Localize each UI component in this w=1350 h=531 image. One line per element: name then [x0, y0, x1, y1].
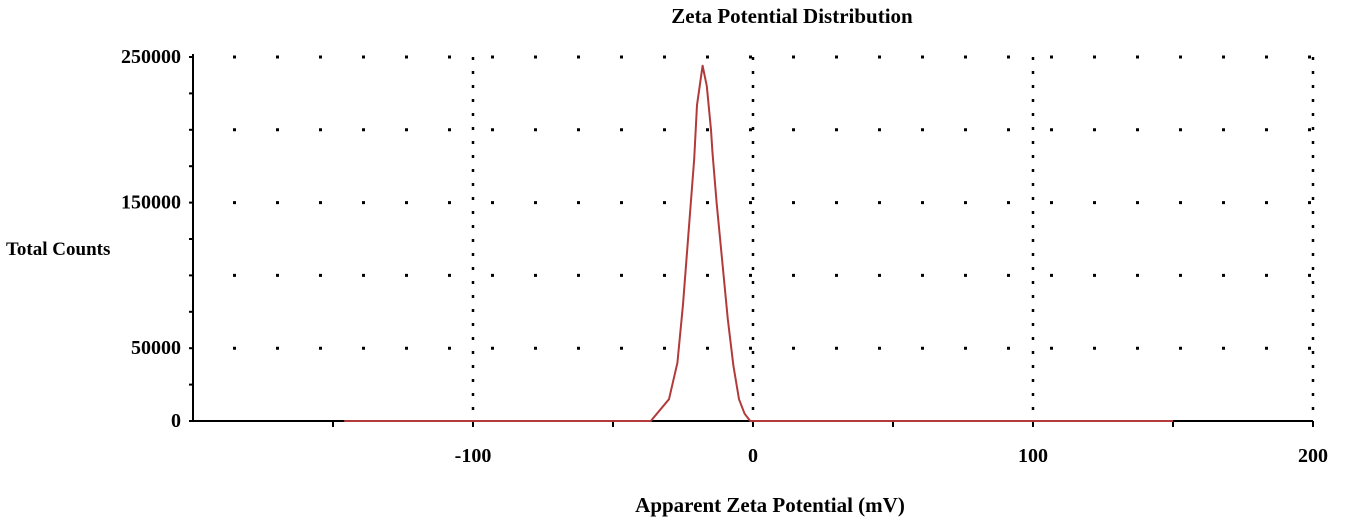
series-layer — [344, 64, 1173, 422]
x-tick-label: 200 — [1298, 445, 1328, 467]
y-tick-label: 250000 — [121, 46, 181, 68]
y-tick-label: 50000 — [131, 337, 181, 359]
y-tick-label: 150000 — [121, 192, 181, 214]
chart-title: Zeta Potential Distribution — [671, 4, 913, 28]
x-tick-label: -100 — [455, 445, 492, 467]
x-tick-label: 100 — [1018, 445, 1048, 467]
y-axis-label: Total Counts — [6, 239, 110, 260]
ticks-layer: 0 50000 150000 250000 -100 0 100 200 — [121, 46, 1328, 467]
series-line — [344, 64, 1173, 422]
y-tick-label: 0 — [171, 410, 181, 432]
x-tick-label: 0 — [748, 445, 758, 467]
grid-layer — [233, 55, 1315, 421]
x-axis-label: Apparent Zeta Potential (mV) — [635, 493, 905, 517]
